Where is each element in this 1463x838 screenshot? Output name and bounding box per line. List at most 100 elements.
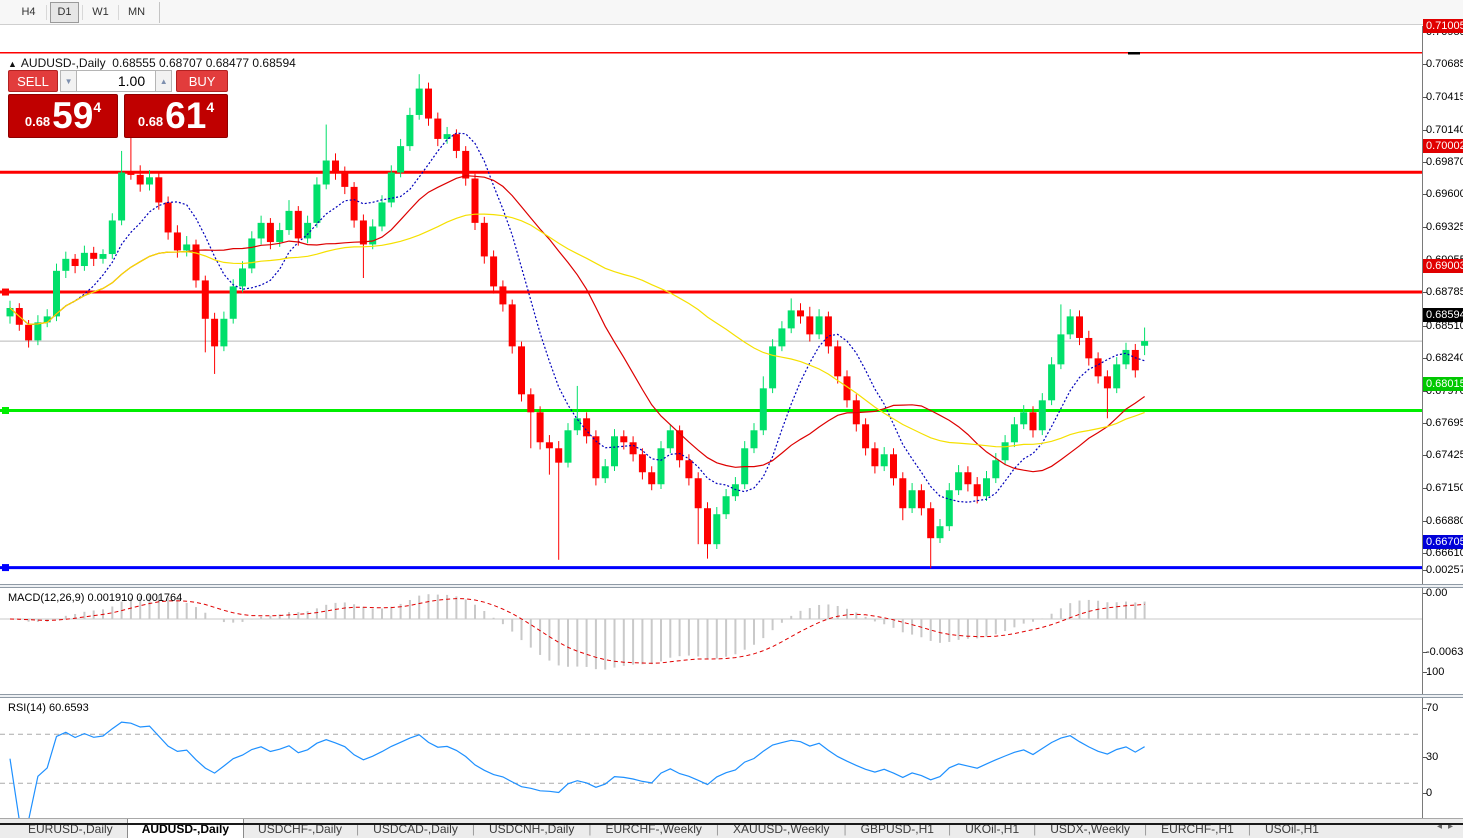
price-axis-label: 0.66610 [1426,547,1463,559]
candle-body [201,280,209,319]
chart-tab-usoil[interactable]: USOil-,H1 [1264,821,1319,836]
candle-body [666,430,674,449]
candle-body [313,184,321,223]
candle-body [34,322,42,341]
candle-body [722,496,730,515]
candle-body [1066,316,1074,335]
price-axis-label: 0.67425 [1426,449,1463,461]
candle-body [1141,341,1149,346]
candle-body [927,508,935,539]
price-axis-label: 0.69870 [1426,156,1463,168]
chart-tab-usdchf[interactable]: USDCHF-,Daily [258,821,343,836]
candle-body [332,160,339,173]
rsi-axis-label: 0 [1426,787,1433,799]
sell-button[interactable]: SELL [8,70,58,92]
candle-body [220,318,228,347]
rsi-axis-tick [1423,672,1427,673]
chart-tab-ukoil[interactable]: UKOil-,H1 [965,821,1020,836]
candle-body [583,418,591,437]
chart-tab-eurchf[interactable]: EURCHF-,H1 [1161,821,1234,836]
candle-body [983,478,990,497]
buy-price-frac: 0.68 [137,114,164,129]
volume-increase-button[interactable]: ▲ [155,70,173,92]
candle-body [90,252,98,259]
chart-tab-eurchf[interactable]: EURCHF-,Weekly [605,821,702,836]
volume-input[interactable] [77,70,156,92]
chart-tab-eurusd[interactable]: EURUSD-,Daily [28,821,113,836]
price-axis-tick [1423,292,1427,293]
timeframe-button-w1[interactable]: W1 [92,6,109,18]
toolbar-group-separator [159,1,160,23]
chart-tab-xauusd[interactable]: XAUUSD-,Weekly [733,821,830,836]
one-click-collapse-icon[interactable]: ▲ [8,59,17,69]
chart-symbol-label: AUDUSD-,Daily [20,56,106,70]
candle-body [452,134,460,151]
timeframe-button-d1[interactable]: D1 [50,1,79,23]
tab-scroll-left-icon[interactable]: ◂ [1436,821,1448,832]
candle-body [527,394,535,413]
tab-separator: | [588,821,592,836]
candle-body [415,88,423,115]
macd-panel[interactable] [0,588,1422,694]
candle-body [1038,400,1046,431]
chart-tab-usdcnh[interactable]: USDCNH-,Daily [488,821,575,836]
rsi-line [9,721,1145,821]
candle-body [285,210,293,231]
sell-price-big: 59 [52,95,94,136]
timeframe-button-mn[interactable]: MN [127,6,146,18]
chart-tab-audusd[interactable]: AUDUSD-,Daily [126,819,245,838]
candle-body [759,388,767,431]
candle-body [1122,349,1130,365]
buy-button[interactable]: BUY [176,70,228,92]
line-handle[interactable] [2,407,9,415]
candle-body [1029,412,1037,431]
candle-body [239,268,246,287]
chart-tab-usdx[interactable]: USDX-,Weekly [1050,821,1131,836]
fast-ma-line [9,132,1145,503]
candle-body [685,460,693,479]
price-axis-tick [1423,97,1427,98]
line-handle[interactable] [2,288,9,296]
slow-ma-line [9,213,1145,448]
candle-body [173,232,181,251]
candle-body [80,252,88,267]
candle-body [564,430,572,463]
price-axis-tick [1423,227,1427,228]
buy-price-display[interactable]: 0.68 61 4 [124,94,228,138]
rsi-axis-tick [1423,757,1427,758]
candle-body [1131,349,1139,371]
candle-body [378,202,386,227]
candle-body [620,436,628,443]
candle-body [936,526,944,539]
chart-tab-gbpusd[interactable]: GBPUSD-,H1 [860,821,934,836]
macd-axis-tick [1423,652,1427,653]
candle-body [945,490,953,527]
candlestick-chart[interactable] [0,52,1422,584]
candle-body [462,150,470,179]
toolbar-separator [118,4,119,20]
mid-ma-line [9,175,1145,473]
candle-body [118,172,126,221]
candle-body [713,514,721,545]
candle-body [499,286,507,305]
chart-tab-usdcad[interactable]: USDCAD-,Daily [373,821,458,836]
rsi-panel[interactable] [0,698,1422,823]
candle-body [1113,364,1121,389]
tab-separator: | [715,821,720,836]
candle-body [341,172,349,187]
panel-separator[interactable] [0,694,1463,698]
tab-scroll-right-icon[interactable]: ▸ [1447,821,1459,832]
sell-price-display[interactable]: 0.68 59 4 [8,94,118,138]
volume-decrease-button[interactable]: ▼ [60,70,78,92]
chart-title: ▲ AUDUSD-,Daily 0.68555 0.68707 0.68477 0… [8,56,296,70]
candle-body [127,172,135,175]
price-axis[interactable]: 0.710050.709550.706850.704150.701400.700… [1422,19,1463,818]
rsi-axis-label: 30 [1426,751,1439,763]
price-axis-tick [1423,130,1427,131]
price-axis-label: 0.68510 [1426,320,1463,332]
line-handle[interactable] [2,564,9,572]
panel-separator[interactable] [0,584,1463,588]
candle-body [508,304,516,347]
line-anchor[interactable] [1128,52,1140,55]
timeframe-button-h4[interactable]: H4 [21,6,36,18]
